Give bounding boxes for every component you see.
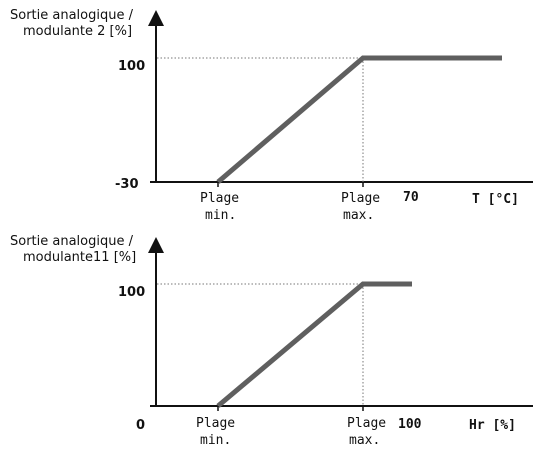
chart-1-ylabel-line-2: modulante 2 [%] (23, 24, 132, 39)
chart-2: Sortie analogique / modulante11 [%] 100 … (10, 234, 533, 448)
chart-2-xtick-min-line-2: min. (200, 433, 231, 448)
chart-2-xtick-max-line-1: Plage (347, 416, 386, 431)
chart-2-series-line (216, 281, 412, 408)
chart-1-series-line (216, 55, 502, 184)
chart-2-ylabel-line-1: Sortie analogique / (10, 234, 134, 249)
chart-1-xtick-min-line-1: Plage (200, 191, 239, 206)
chart-1-ytick-min: -30 (115, 177, 139, 192)
chart-2-xtick-max-line-2: max. (349, 433, 380, 448)
chart-2-xtick-min-line-1: Plage (196, 416, 235, 431)
chart-2-ytick-100: 100 (118, 285, 145, 300)
chart-1-ytick-100: 100 (118, 59, 145, 74)
chart-1: Sortie analogique / modulante 2 [%] 100 … (10, 8, 533, 223)
chart-1-xtick-min-line-2: min. (205, 208, 236, 223)
chart-1-xlabel: T [°C] (472, 192, 519, 207)
chart-1-xtick-max-line-2: max. (343, 208, 374, 223)
chart-1-ylabel-line-1: Sortie analogique / (10, 8, 134, 23)
chart-1-xtick-70: 70 (403, 190, 419, 205)
chart-2-xlabel: Hr [%] (469, 418, 516, 433)
chart-2-xtick-100: 100 (398, 417, 422, 432)
chart-1-xtick-max-line-1: Plage (341, 191, 380, 206)
chart-2-ytick-0: 0 (136, 418, 145, 433)
chart-2-ylabel-line-2: modulante11 [%] (23, 250, 136, 265)
